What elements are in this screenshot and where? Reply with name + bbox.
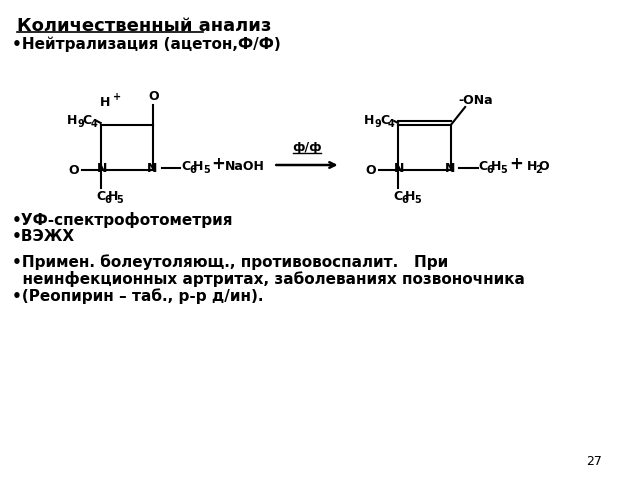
Text: C: C [182,159,191,172]
Text: Количественный анализ: Количественный анализ [17,17,271,35]
Text: H: H [67,113,77,127]
Text: 27: 27 [586,455,602,468]
Text: O: O [366,164,376,177]
Text: +: + [509,155,523,173]
Text: N: N [445,161,455,175]
Text: O: O [68,164,79,177]
Text: H: H [405,190,416,203]
Text: •Нейтрализация (ацетон,Ф/Ф): •Нейтрализация (ацетон,Ф/Ф) [12,36,280,51]
Text: 4: 4 [388,119,395,129]
Text: •(Реопирин – таб., р-р д/ин).: •(Реопирин – таб., р-р д/ин). [12,288,263,304]
Text: 5: 5 [203,165,209,175]
Text: 5: 5 [414,195,420,205]
Text: N: N [394,161,404,175]
Text: H: H [100,96,111,109]
Text: O: O [538,159,549,172]
Text: •Примен. болеутоляющ., противовоспалит.   При: •Примен. болеутоляющ., противовоспалит. … [12,254,448,270]
Text: ф/ф: ф/ф [292,141,322,154]
Text: 9: 9 [374,119,381,129]
Text: C: C [394,190,403,203]
Text: H: H [491,159,501,172]
Text: 6: 6 [487,165,493,175]
Text: N: N [147,161,157,175]
Text: 5: 5 [116,195,124,205]
Text: H: H [193,159,204,172]
Text: C: C [83,113,92,127]
Text: 6: 6 [189,165,196,175]
Text: NaOH: NaOH [225,159,264,172]
Text: H: H [108,190,118,203]
Text: C: C [380,113,389,127]
Text: +: + [212,155,226,173]
Text: 2: 2 [536,165,542,175]
Text: 4: 4 [91,119,97,129]
Text: O: O [148,91,159,104]
Text: 9: 9 [77,119,84,129]
Text: 6: 6 [104,195,111,205]
Text: H: H [527,159,538,172]
Text: 6: 6 [401,195,408,205]
Text: •ВЭЖХ: •ВЭЖХ [12,229,75,244]
Text: +: + [113,92,121,102]
Text: •УФ-спектрофотометрия: •УФ-спектрофотометрия [12,212,233,228]
Text: неинфекционных артритах, заболеваниях позвоночника: неинфекционных артритах, заболеваниях по… [12,271,524,287]
Text: -ONa: -ONa [458,95,493,108]
Text: C: C [96,190,105,203]
Text: N: N [97,161,107,175]
Text: C: C [479,159,488,172]
Text: 5: 5 [500,165,507,175]
Text: H: H [364,113,374,127]
